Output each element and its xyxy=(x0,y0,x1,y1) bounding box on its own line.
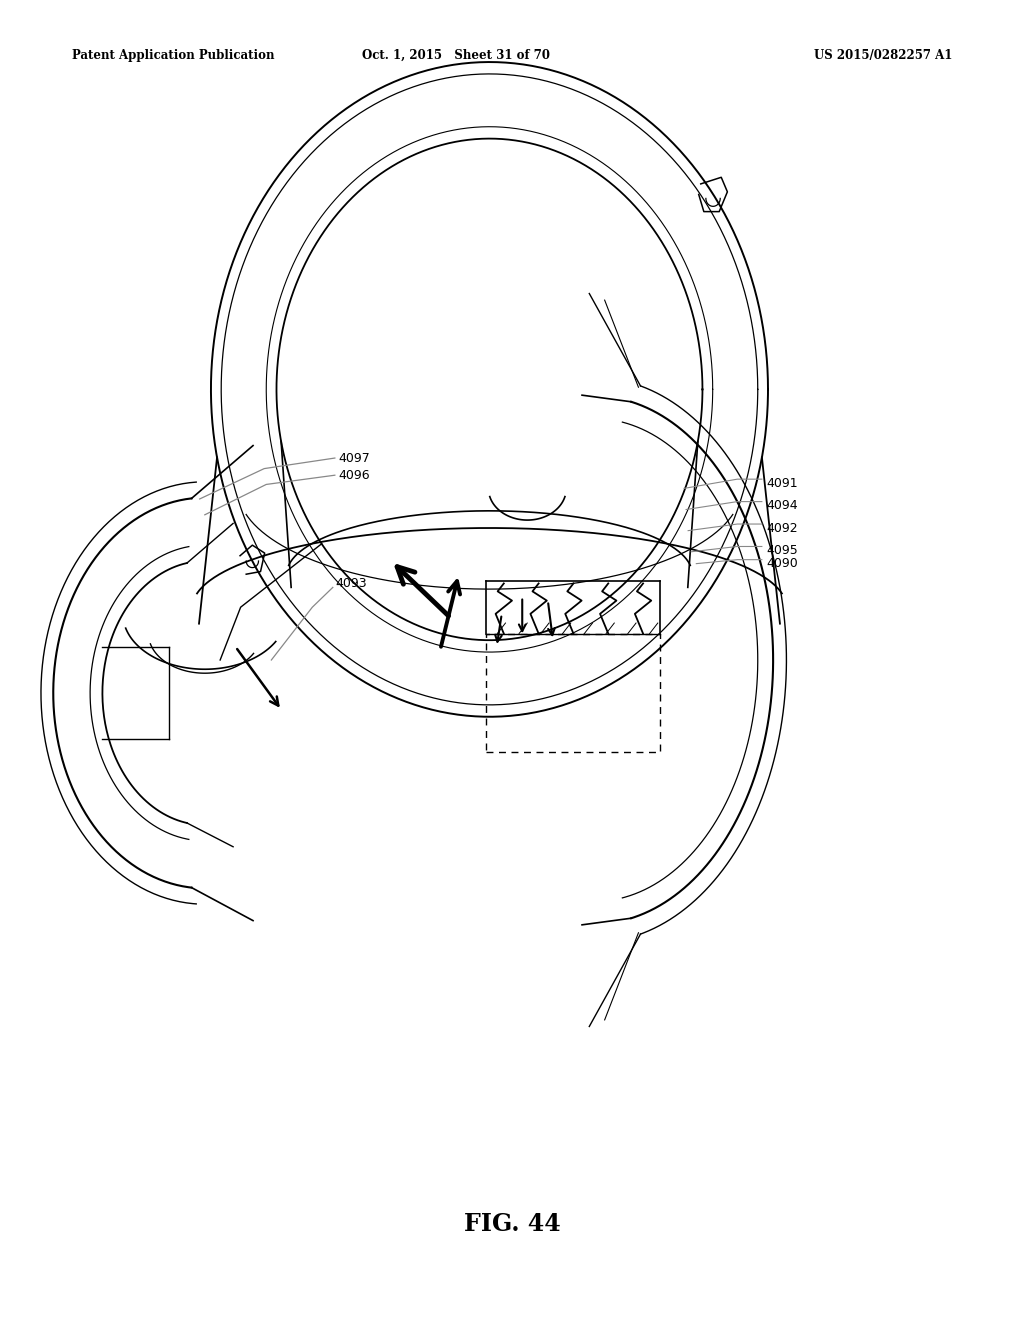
Text: US 2015/0282257 A1: US 2015/0282257 A1 xyxy=(814,49,952,62)
Text: 4096: 4096 xyxy=(338,469,370,482)
Bar xyxy=(486,634,660,752)
Text: 4097: 4097 xyxy=(338,451,370,465)
Text: FIG. 44: FIG. 44 xyxy=(464,1212,560,1236)
Text: Patent Application Publication: Patent Application Publication xyxy=(72,49,274,62)
Text: 4095: 4095 xyxy=(766,544,798,557)
Text: 4090: 4090 xyxy=(766,557,798,570)
Text: 4091: 4091 xyxy=(766,477,798,490)
Text: Oct. 1, 2015   Sheet 31 of 70: Oct. 1, 2015 Sheet 31 of 70 xyxy=(361,49,550,62)
Text: 4093: 4093 xyxy=(336,577,368,590)
Text: 4094: 4094 xyxy=(766,499,798,512)
Text: 4092: 4092 xyxy=(766,521,798,535)
